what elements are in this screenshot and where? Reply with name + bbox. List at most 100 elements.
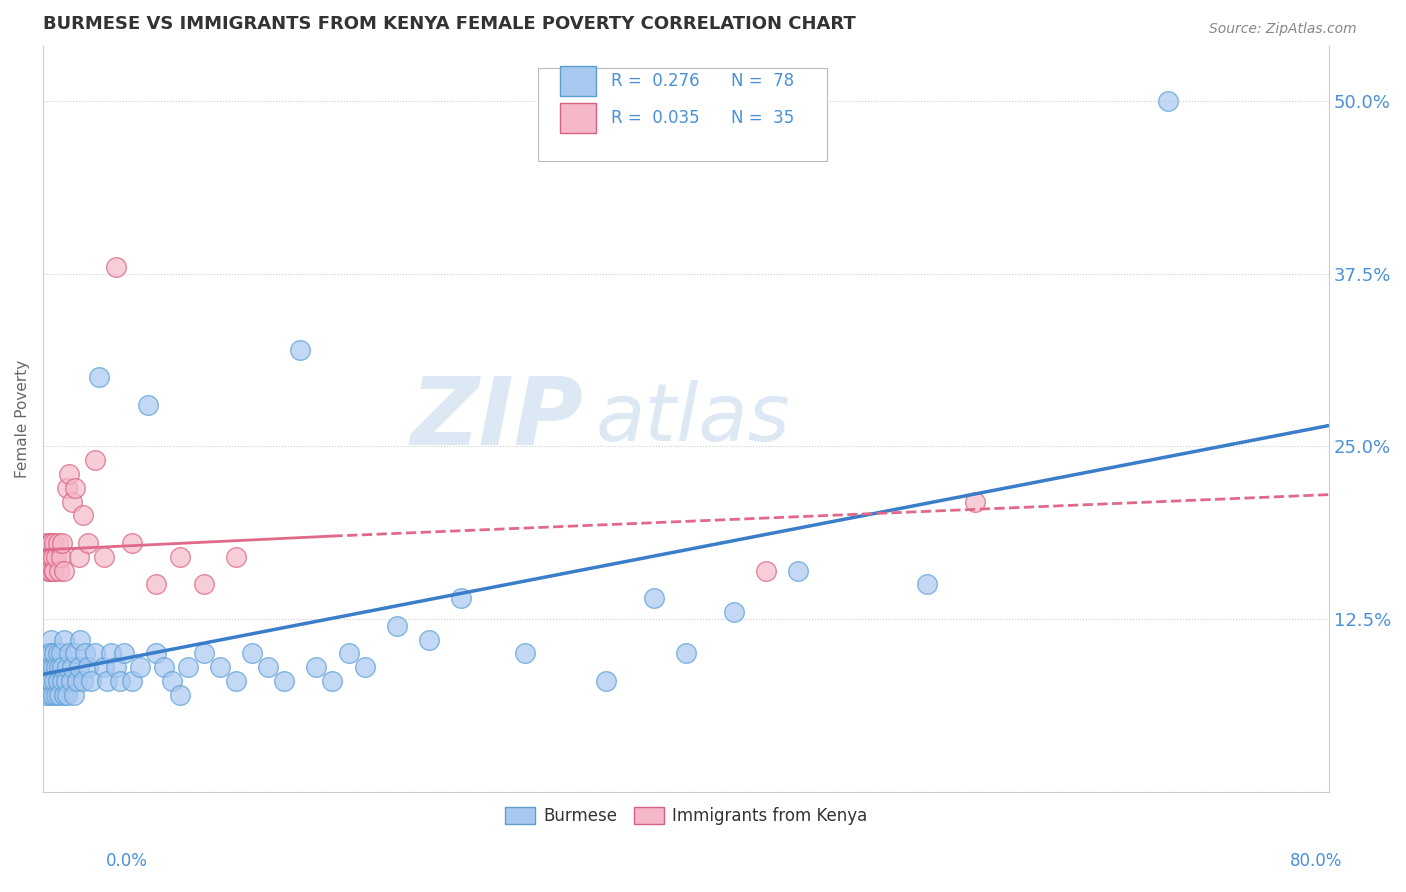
Point [385,619,408,633]
Point [77,536,100,550]
Point [208,660,231,674]
Text: 0.0%: 0.0% [105,852,148,870]
Point [675,647,697,661]
FancyBboxPatch shape [560,66,596,95]
Text: R =  0.276: R = 0.276 [612,71,700,90]
Point [55,674,77,689]
FancyBboxPatch shape [538,68,827,161]
Point [56,660,79,674]
Point [39,632,62,647]
Point [53,632,76,647]
Point [44,647,66,661]
Text: atlas: atlas [596,380,790,458]
Point [136,398,159,412]
Point [915,577,938,591]
Point [46,536,69,550]
Point [100,647,122,661]
Point [240,647,263,661]
Point [60,660,83,674]
Point [35,688,58,702]
Point [48,564,70,578]
Point [34,674,56,689]
Point [45,688,67,702]
Point [37,647,59,661]
Point [112,647,135,661]
Point [56,481,79,495]
Text: R =  0.035: R = 0.035 [612,109,700,127]
Point [53,564,76,578]
Point [51,536,73,550]
Point [787,564,810,578]
Point [35,536,58,550]
Point [643,591,665,606]
Point [93,660,115,674]
Point [96,674,118,689]
Point [83,453,105,467]
Point [93,549,115,564]
Point [160,674,183,689]
Point [595,674,617,689]
Text: N =  35: N = 35 [731,109,794,127]
Point [45,660,67,674]
Text: Source: ZipAtlas.com: Source: ZipAtlas.com [1209,22,1357,37]
Point [39,549,62,564]
Point [46,647,69,661]
Point [169,688,191,702]
Point [121,674,143,689]
Point [72,674,94,689]
FancyBboxPatch shape [560,103,596,133]
Point [59,674,82,689]
Point [56,688,79,702]
Point [337,647,360,661]
Point [77,660,100,674]
Point [38,660,60,674]
Point [53,688,76,702]
Point [321,674,343,689]
Point [1157,94,1180,108]
Point [257,660,280,674]
Point [51,660,73,674]
Point [755,564,778,578]
Point [290,343,312,357]
Point [89,370,111,384]
Point [38,536,60,550]
Point [723,605,745,619]
Point [44,536,66,550]
Point [169,549,191,564]
Point [110,674,132,689]
Point [44,674,66,689]
Point [104,660,127,674]
Point [62,688,84,702]
Point [83,647,105,661]
Point [42,660,65,674]
Text: 80.0%: 80.0% [1291,852,1343,870]
Point [45,549,67,564]
Point [104,260,127,274]
Point [60,494,83,508]
Point [38,564,60,578]
Point [49,549,72,564]
Text: BURMESE VS IMMIGRANTS FROM KENYA FEMALE POVERTY CORRELATION CHART: BURMESE VS IMMIGRANTS FROM KENYA FEMALE … [44,15,856,33]
Point [193,647,215,661]
Point [515,647,537,661]
Point [65,481,87,495]
Point [67,549,90,564]
Point [39,674,62,689]
Legend: Burmese, Immigrants from Kenya: Burmese, Immigrants from Kenya [498,800,875,831]
Point [42,549,65,564]
Point [273,674,295,689]
Point [38,688,60,702]
Point [69,632,91,647]
Point [80,674,103,689]
Point [225,674,247,689]
Point [44,564,66,578]
Point [37,549,59,564]
Point [72,508,94,523]
Point [965,494,987,508]
Point [128,660,150,674]
Point [39,647,62,661]
Point [121,536,143,550]
Point [58,467,80,481]
Point [37,564,59,578]
Point [450,591,472,606]
